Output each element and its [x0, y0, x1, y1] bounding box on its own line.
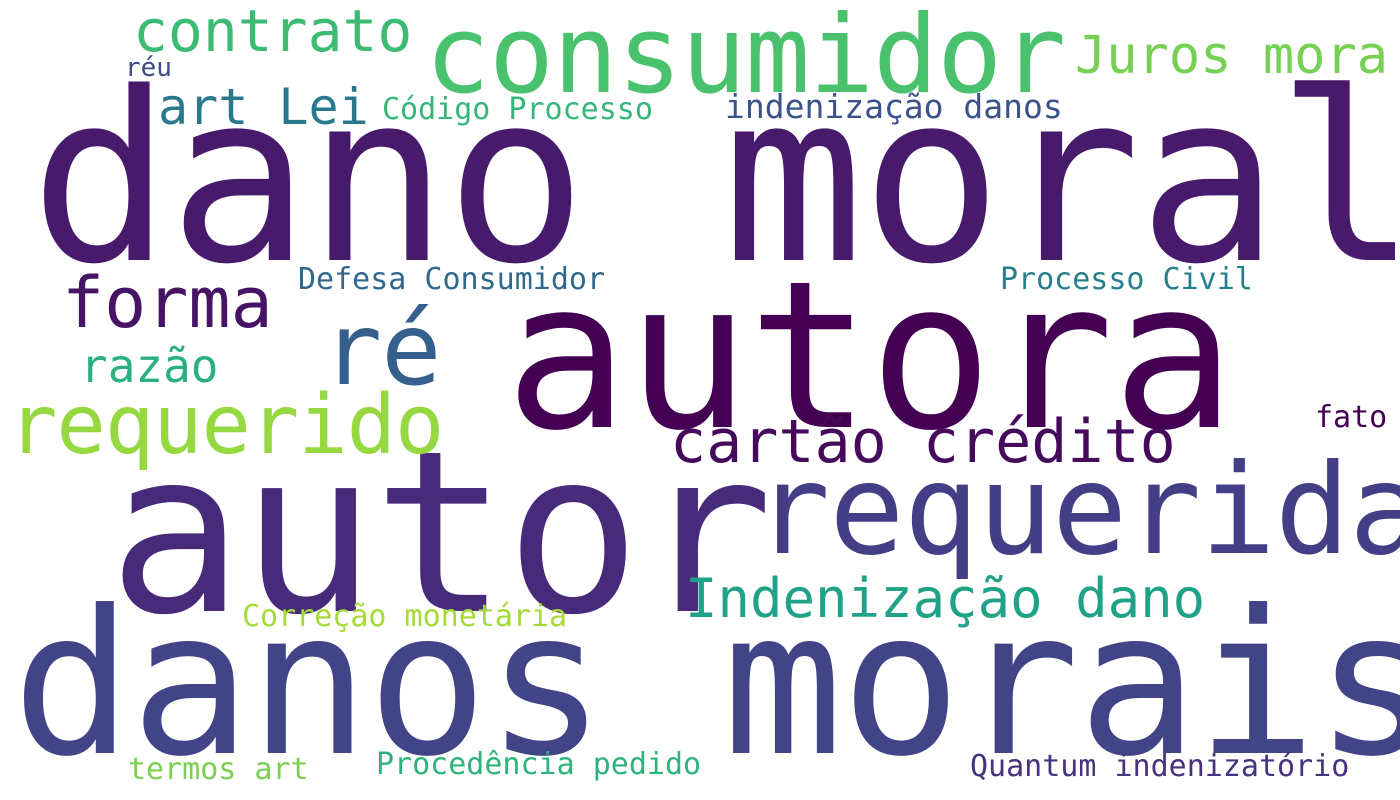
word-reu: réu	[125, 53, 172, 83]
word-fato: fato	[1315, 400, 1388, 435]
word-correcao-monetaria: Correção monetária	[242, 599, 568, 634]
word-procedencia-pedido: Procedência pedido	[376, 747, 702, 782]
word-processo-civil: Processo Civil	[1000, 262, 1253, 297]
word-termos-art: termos art	[128, 752, 309, 787]
word-juros-mora: Juros mora	[1075, 26, 1389, 86]
word-indenizacao-dano: Indenização dano	[685, 567, 1206, 630]
word-contrato: contrato	[133, 0, 413, 65]
word-requerido: requerido	[8, 378, 444, 473]
word-codigo-processo: Código Processo	[382, 92, 653, 127]
word-autor: autor	[108, 403, 773, 665]
word-quantum-indenizatorio: Quantum indenizatório	[970, 749, 1350, 784]
word-art-lei: art Lei	[158, 78, 369, 136]
word-requerida: requerida	[755, 438, 1400, 583]
word-danos-morais: danos morais	[12, 568, 1400, 800]
word-consumidor: consumidor	[425, 0, 1066, 118]
word-autora: autora	[505, 238, 1236, 476]
word-razao: razão	[80, 339, 219, 393]
word-cartao-credito: cartão crédito	[670, 407, 1176, 477]
word-dano-moral: dano moral	[30, 43, 1400, 316]
word-indenizacao-danos: indenização danos	[725, 87, 1063, 126]
word-defesa-consumidor: Defesa Consumidor	[298, 262, 606, 297]
word-re: ré	[322, 291, 441, 408]
word-forma: forma	[62, 262, 273, 344]
